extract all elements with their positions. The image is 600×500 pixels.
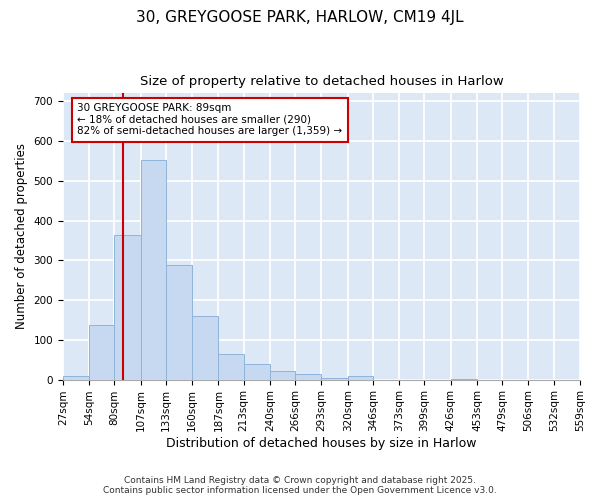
Title: Size of property relative to detached houses in Harlow: Size of property relative to detached ho… [140, 75, 503, 88]
Bar [115, 236, 140, 380]
Bar [244, 364, 270, 380]
X-axis label: Distribution of detached houses by size in Harlow: Distribution of detached houses by size … [166, 437, 477, 450]
Bar [192, 316, 218, 380]
Bar [140, 160, 166, 380]
Bar [451, 379, 477, 380]
Bar [322, 378, 347, 380]
Bar [63, 376, 89, 380]
Text: 30 GREYGOOSE PARK: 89sqm
← 18% of detached houses are smaller (290)
82% of semi-: 30 GREYGOOSE PARK: 89sqm ← 18% of detach… [77, 104, 343, 136]
Text: 30, GREYGOOSE PARK, HARLOW, CM19 4JL: 30, GREYGOOSE PARK, HARLOW, CM19 4JL [136, 10, 464, 25]
Bar [295, 374, 322, 380]
Text: Contains HM Land Registry data © Crown copyright and database right 2025.
Contai: Contains HM Land Registry data © Crown c… [103, 476, 497, 495]
Bar [166, 264, 192, 380]
Y-axis label: Number of detached properties: Number of detached properties [15, 144, 28, 330]
Bar [347, 376, 373, 380]
Bar [89, 325, 115, 380]
Bar [218, 354, 244, 380]
Bar [270, 371, 295, 380]
